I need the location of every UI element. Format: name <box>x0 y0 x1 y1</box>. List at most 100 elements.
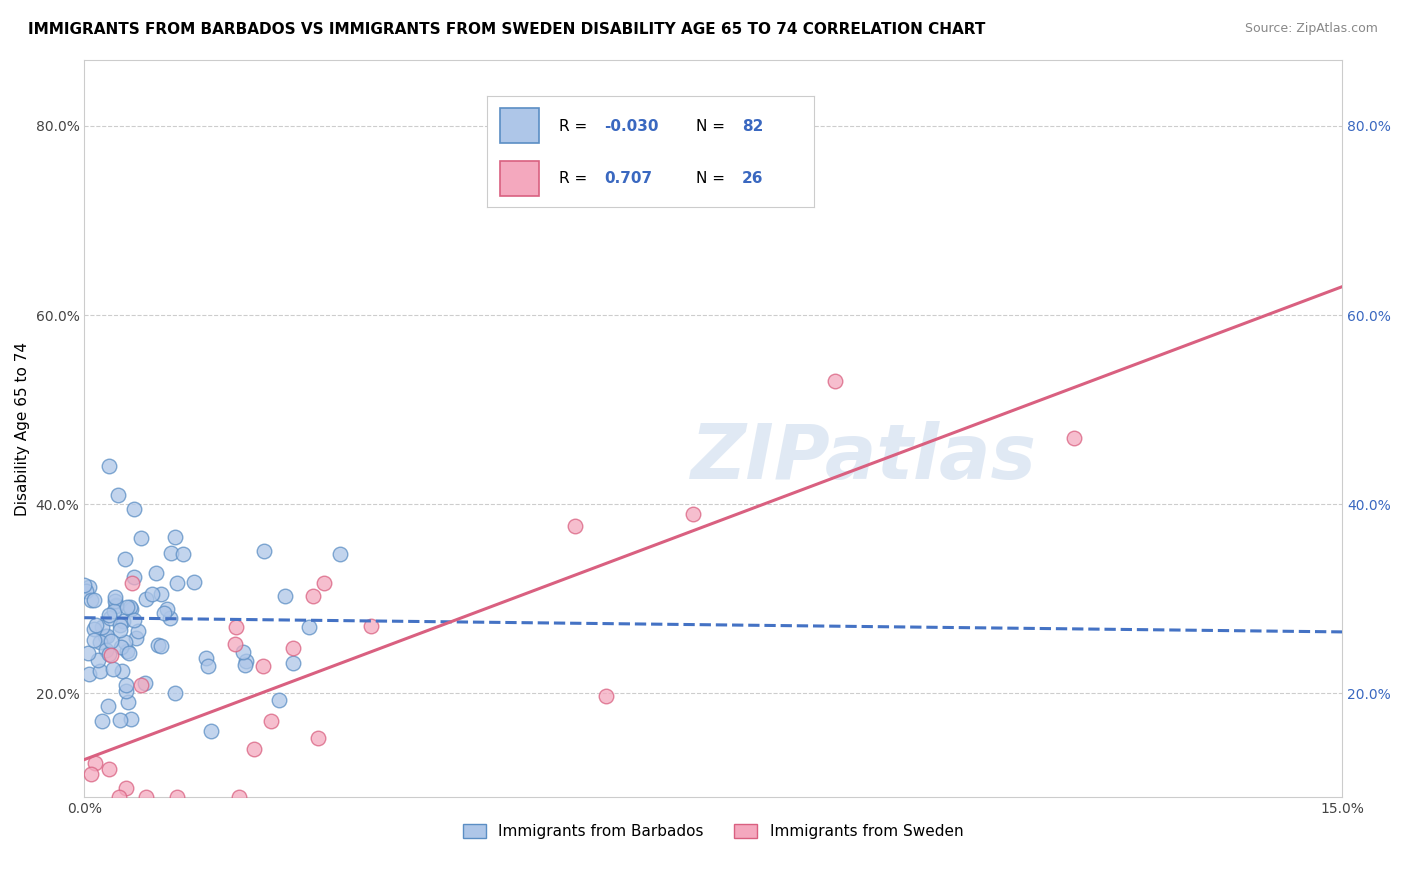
Point <box>83 622 105 636</box>
Point <box>134 676 156 690</box>
Point <box>94 643 117 657</box>
Point <box>183 574 205 589</box>
Point <box>1063 431 1085 445</box>
Point <box>115 780 138 795</box>
Point <box>108 790 131 805</box>
Text: ZIPatlas: ZIPatlas <box>692 421 1038 495</box>
Point <box>101 662 124 676</box>
Point <box>159 611 181 625</box>
Point <box>90 619 112 633</box>
Point <box>233 657 256 672</box>
Point <box>115 644 138 658</box>
Point <box>135 591 157 606</box>
Point <box>125 631 148 645</box>
Point <box>108 618 131 632</box>
Point <box>118 647 141 661</box>
Point <box>98 608 121 623</box>
Point <box>824 375 846 389</box>
Point <box>149 586 172 600</box>
Point <box>94 629 117 643</box>
Point <box>360 619 382 633</box>
Point <box>243 741 266 756</box>
Point <box>253 544 276 558</box>
Point <box>131 531 153 545</box>
Point <box>77 666 100 681</box>
Point <box>127 624 149 638</box>
Point <box>281 657 304 671</box>
Point <box>89 664 111 678</box>
Point <box>114 683 136 698</box>
Point <box>80 593 103 607</box>
Point <box>84 756 107 771</box>
Point <box>118 600 141 615</box>
Point <box>79 580 101 594</box>
Point <box>166 790 188 805</box>
Point <box>122 570 145 584</box>
Point <box>302 589 325 603</box>
Point <box>96 629 118 643</box>
Point <box>153 606 176 620</box>
Point <box>115 600 138 615</box>
Point <box>100 648 122 662</box>
Point <box>129 678 152 692</box>
Point <box>195 651 218 665</box>
Point <box>200 723 222 738</box>
Point <box>98 647 121 661</box>
Point <box>156 602 179 616</box>
Point <box>314 575 336 590</box>
Point <box>104 590 127 604</box>
Point <box>148 638 170 652</box>
Point <box>281 640 304 655</box>
Point <box>75 583 97 598</box>
Point <box>98 611 121 625</box>
Point <box>135 790 157 805</box>
Point <box>110 624 132 638</box>
Point <box>114 634 136 648</box>
Point <box>104 594 127 608</box>
Point <box>595 690 617 704</box>
Y-axis label: Disability Age 65 to 74: Disability Age 65 to 74 <box>15 342 30 516</box>
Point <box>682 507 704 521</box>
Point <box>97 699 120 714</box>
Point <box>83 632 105 647</box>
Point <box>107 488 129 502</box>
Point <box>103 604 125 618</box>
Point <box>298 620 321 634</box>
Point <box>141 587 163 601</box>
Point <box>145 566 167 580</box>
Point <box>166 575 188 590</box>
Text: IMMIGRANTS FROM BARBADOS VS IMMIGRANTS FROM SWEDEN DISABILITY AGE 65 TO 74 CORRE: IMMIGRANTS FROM BARBADOS VS IMMIGRANTS F… <box>28 22 986 37</box>
Text: Source: ZipAtlas.com: Source: ZipAtlas.com <box>1244 22 1378 36</box>
Point <box>110 713 132 727</box>
Point <box>83 593 105 607</box>
Point <box>163 530 186 544</box>
Point <box>98 459 121 474</box>
Point <box>267 693 290 707</box>
Point <box>77 646 100 660</box>
Point <box>80 767 103 781</box>
Point <box>110 640 132 654</box>
Point <box>117 695 139 709</box>
Point <box>104 599 127 613</box>
Point <box>105 598 128 612</box>
Point <box>274 589 297 603</box>
Point <box>197 659 219 673</box>
Legend: Immigrants from Barbados, Immigrants from Sweden: Immigrants from Barbados, Immigrants fro… <box>457 818 969 845</box>
Point <box>329 547 352 561</box>
Point <box>120 712 142 726</box>
Point <box>111 614 134 628</box>
Point <box>114 552 136 566</box>
Point <box>252 658 274 673</box>
Point <box>260 714 283 729</box>
Point <box>86 618 108 632</box>
Point <box>115 678 138 692</box>
Point <box>172 547 194 561</box>
Point <box>225 619 247 633</box>
Point <box>110 664 132 678</box>
Point <box>91 714 114 729</box>
Point <box>224 637 246 651</box>
Point <box>121 576 143 591</box>
Point <box>159 546 181 560</box>
Point <box>122 613 145 627</box>
Point <box>98 762 121 776</box>
